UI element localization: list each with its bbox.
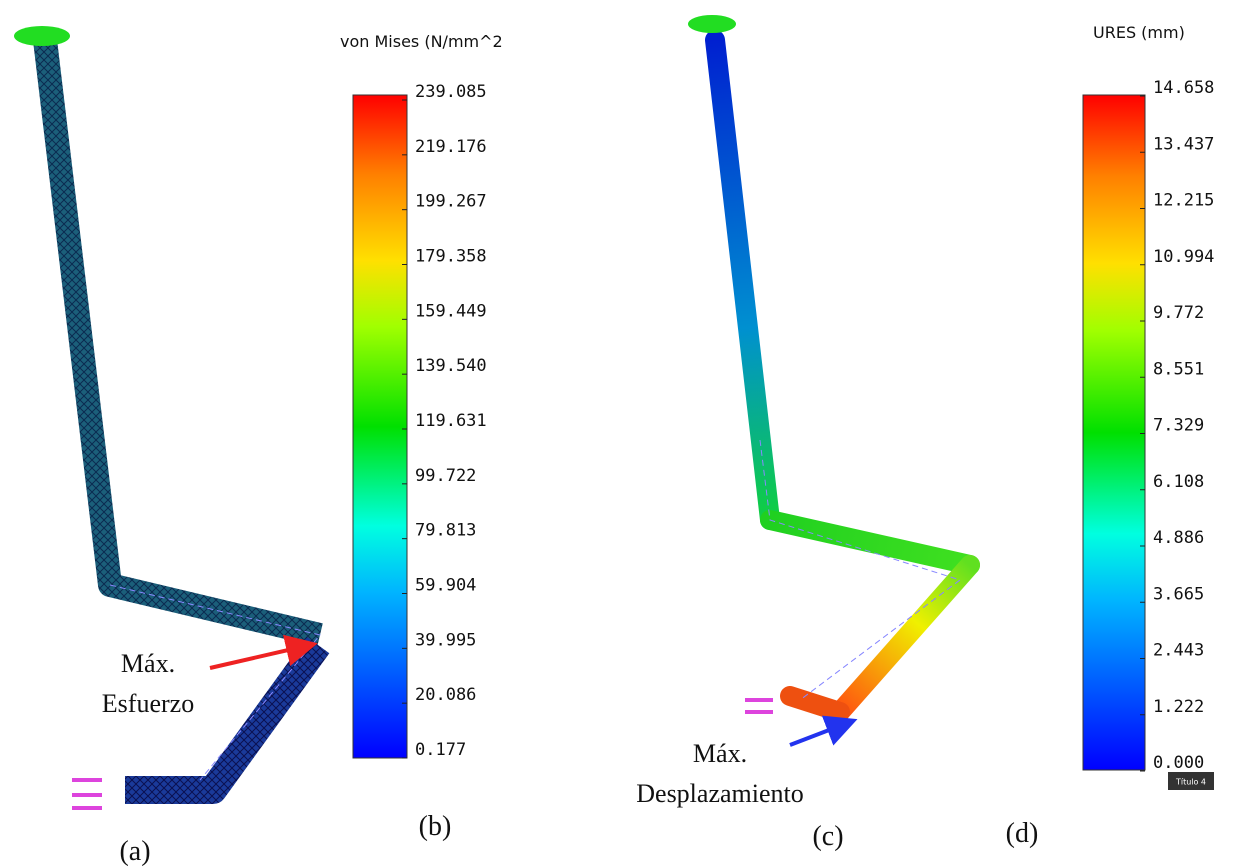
annotation: Desplazamiento [636,779,804,808]
tick-label: 8.551 [1153,359,1204,379]
tick-label: 79.813 [415,521,476,541]
tag [1168,772,1214,790]
tick-label: 99.722 [415,466,476,486]
tick-label: 159.449 [415,301,487,321]
tick-label: 39.995 [415,630,476,650]
colorbar [352,94,408,759]
tick-label: 9.772 [1153,303,1204,323]
tick-label: 199.267 [415,192,487,212]
tick-label: 139.540 [415,356,487,376]
stress-model [14,26,330,810]
tick-label: 0.177 [415,740,466,760]
tick-label: 1.222 [1153,697,1204,717]
colorbar-title: von Mises (N/mm^2 [340,32,503,51]
tick-label: 10.994 [1153,247,1214,267]
displacement-model [688,15,980,722]
colorbar-ticks: 14.658 13.437 12.215 10.994 9.772 8.551 7.329 6… [1140,78,1214,773]
tick-label: 119.631 [415,411,487,431]
panel-label: (b) [419,811,452,842]
panel-label: (c) [812,821,843,852]
tick-label: 7.329 [1153,416,1204,436]
colorbar [1082,94,1146,771]
tick-label: 3.665 [1153,584,1204,604]
tag-text: Título 4 [1175,778,1206,787]
tick-label: 0.000 [1153,753,1204,773]
tick-label: 14.658 [1153,78,1214,98]
tick-label: 6.108 [1153,472,1204,492]
tick-label: 4.886 [1153,528,1204,548]
tick-label: 239.085 [415,82,487,102]
colorbar-title: URES (mm) [1093,23,1185,42]
tick-label: 2.443 [1153,641,1204,661]
annotation: Máx. [693,739,747,768]
tick-label: 13.437 [1153,134,1214,154]
tick-label: 12.215 [1153,191,1214,211]
panel-label: (a) [119,836,150,867]
tick-label: 59.904 [415,576,476,596]
tick-label: 179.358 [415,247,487,267]
colorbar-ticks: 239.085 219.176 199.267 179.358 159.449 139.5… [402,82,487,760]
tick-label: 219.176 [415,137,487,157]
tick-label: 20.086 [415,685,476,705]
stress-arrow [209,634,318,670]
panel-label: (d) [1006,818,1039,849]
annotation: Máx. [121,649,175,678]
annotation: Esfuerzo [102,689,194,718]
displacement-arrow [789,715,858,747]
